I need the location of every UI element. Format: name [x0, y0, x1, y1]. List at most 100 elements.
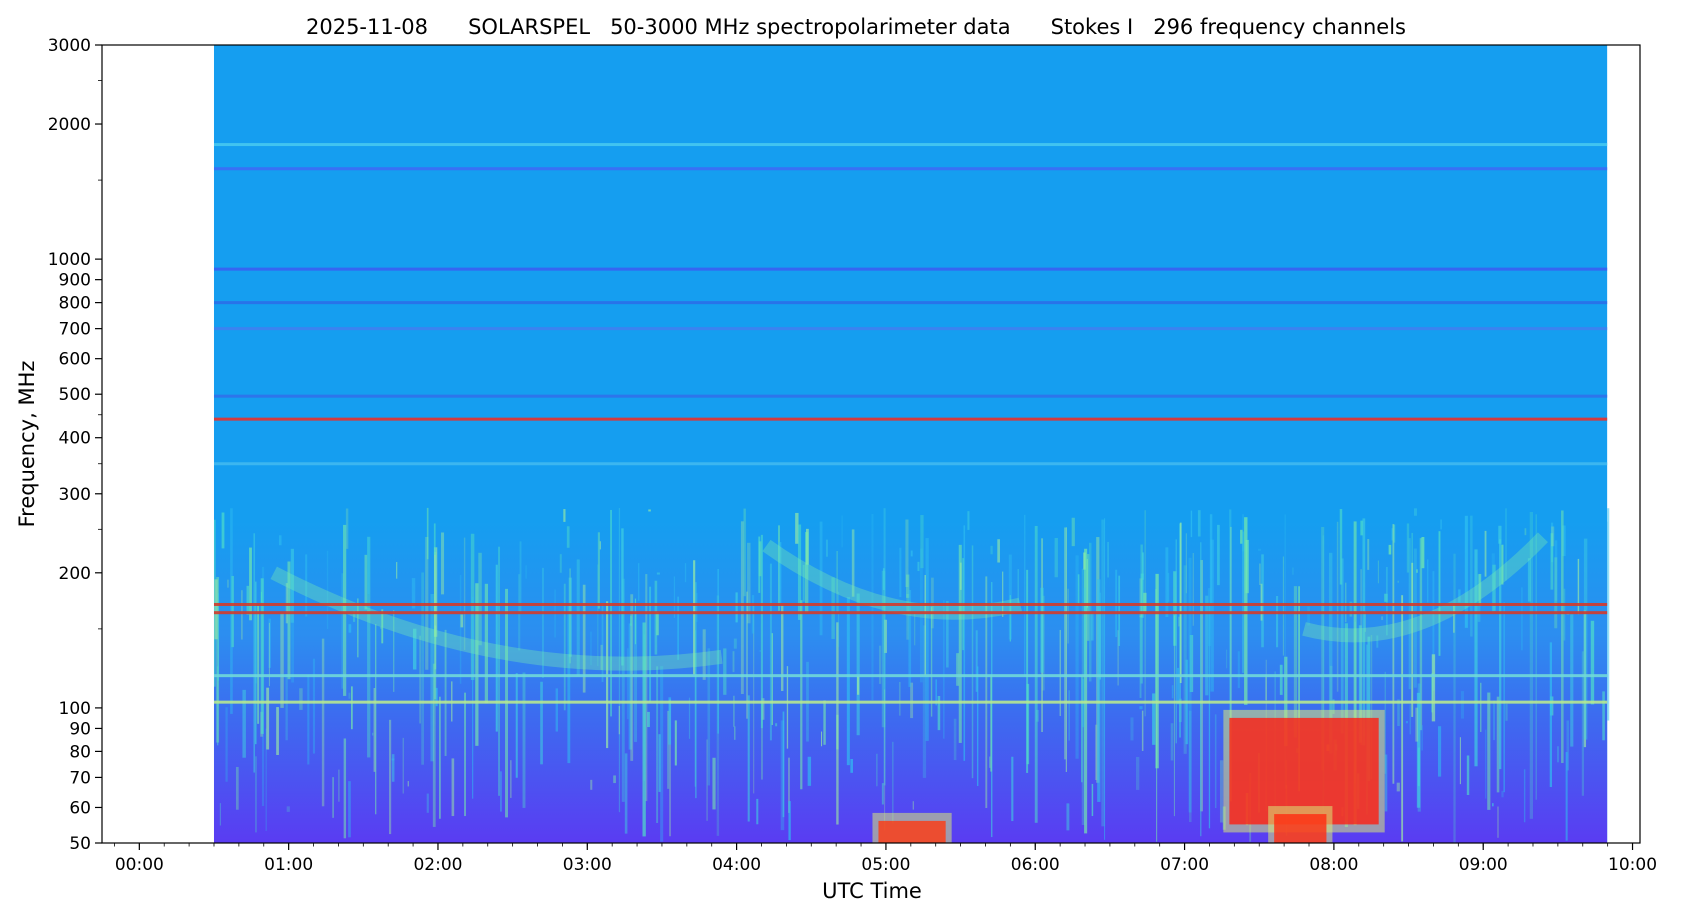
- spectrogram-streak: [878, 645, 882, 684]
- spectrogram-streak: [1329, 665, 1333, 720]
- spectrogram-streak: [775, 723, 778, 727]
- y-tick-label: 2000: [48, 115, 91, 135]
- spectrogram-streak: [1583, 610, 1587, 748]
- spectrogram-streak: [884, 619, 887, 653]
- spectrogram-streak: [426, 507, 429, 560]
- spectrogram-streak: [781, 605, 784, 692]
- spectrogram-streak: [1340, 558, 1344, 734]
- spectrogram-streak: [312, 658, 316, 754]
- spectrogram-streak: [326, 550, 329, 629]
- spectrogram-streak: [260, 578, 264, 734]
- spectrogram-streak: [769, 563, 772, 741]
- spectrogram-streak: [892, 741, 894, 824]
- spectrogram-streak: [1008, 554, 1012, 640]
- spectrogram-streak: [1084, 548, 1088, 834]
- spectrogram-streak: [388, 719, 392, 835]
- spectrogram-streak: [819, 521, 823, 636]
- spectrogram-streak: [265, 728, 267, 831]
- spectrogram-streak: [1505, 703, 1508, 721]
- spectrogram-streak: [478, 552, 482, 646]
- spectrogram-streak: [221, 512, 225, 549]
- spectrogram-streak: [1165, 547, 1169, 617]
- spectrogram-streak: [235, 766, 239, 810]
- spectrogram-streak: [345, 508, 349, 549]
- spectrogram-streak: [341, 573, 344, 689]
- spectrogram-streak: [599, 541, 601, 550]
- spectrogram-streak: [1453, 553, 1456, 843]
- spectrogram-streak: [613, 775, 616, 784]
- spectrogram-streak: [677, 596, 679, 660]
- spectrogram-streak: [956, 653, 960, 686]
- frequency-band: [213, 417, 1608, 421]
- spectrogram-streak: [332, 777, 334, 818]
- spectrogram-streak: [1071, 517, 1075, 547]
- spectrogram-streak: [788, 757, 790, 813]
- spectrogram-streak: [908, 589, 912, 687]
- spectrogram-streak: [1107, 541, 1109, 578]
- spectrogram-streak: [1496, 806, 1499, 838]
- spectrogram-streak: [1217, 524, 1220, 586]
- spectrogram-streak: [712, 757, 716, 810]
- spectrogram-streak: [898, 681, 901, 716]
- spectrogram-streak: [241, 590, 243, 640]
- spectrogram-streak: [1155, 588, 1157, 701]
- spectrogram-streak: [971, 545, 974, 779]
- spectrogram-streak: [876, 753, 878, 787]
- spectrogram-streak: [1178, 698, 1182, 723]
- spectrogram-streak: [761, 701, 763, 780]
- y-tick-label: 600: [59, 350, 91, 370]
- spectrogram-streak: [601, 603, 604, 683]
- spectrogram-streak: [1385, 566, 1388, 636]
- spectrogram-streak: [1505, 508, 1507, 581]
- spectrogram-streak: [1207, 588, 1212, 646]
- spectrogram-streak: [1563, 588, 1566, 641]
- spectrogram-streak: [364, 554, 368, 610]
- spectrogram-streak: [1377, 560, 1380, 584]
- x-tick-label: 09:00: [1459, 855, 1508, 875]
- spectrogram-streak: [1293, 586, 1298, 738]
- spectrogram-streak: [1349, 601, 1353, 617]
- spectrogram-streak: [1261, 554, 1264, 648]
- y-tick-label: 400: [59, 429, 91, 449]
- x-tick-label: 07:00: [1160, 855, 1209, 875]
- spectrogram-streak: [1066, 803, 1070, 831]
- spectrogram-streak: [1549, 642, 1552, 788]
- spectrogram-streak: [1075, 555, 1079, 759]
- spectrogram-streak: [1307, 606, 1310, 626]
- spectrogram-streak: [788, 801, 791, 841]
- spectrogram-streak: [1103, 518, 1106, 840]
- spectrogram-streak: [1002, 571, 1004, 618]
- spectrogram-streak: [656, 572, 660, 575]
- enhancement-arc: [270, 566, 723, 671]
- spectrogram-streak: [634, 598, 637, 645]
- spectrogram-streak: [1485, 729, 1487, 799]
- spectrogram-streak: [751, 595, 755, 634]
- spectrogram-streak: [1464, 515, 1468, 628]
- spectrogram-streak: [280, 613, 284, 708]
- spectrogram-streak: [343, 738, 347, 839]
- spectrogram-streak: [1438, 531, 1441, 656]
- spectrogram-streak: [1492, 803, 1494, 807]
- spectrogram-streak: [348, 692, 351, 699]
- radio-burst: [1274, 814, 1327, 843]
- spectrogram-streak: [747, 542, 751, 624]
- spectrogram-streak: [1130, 717, 1134, 741]
- spectrogram-streak: [621, 528, 624, 666]
- spectrogram-streak: [287, 561, 291, 680]
- spectrogram-streak: [464, 692, 466, 817]
- spectrogram-streak: [268, 618, 272, 668]
- spectrogram-streak: [1419, 538, 1423, 731]
- spectrogram-streak: [1406, 523, 1410, 573]
- spectrogram-streak: [475, 583, 479, 746]
- spectrogram-streak: [1360, 569, 1362, 746]
- spectrogram-streak: [1413, 548, 1417, 688]
- spectrogram-streak: [1040, 587, 1044, 673]
- spectrogram-streak: [1101, 519, 1105, 827]
- spectrogram-streak: [1491, 553, 1495, 614]
- spectrogram-streak: [1209, 514, 1213, 604]
- spectrogram-streak: [1139, 578, 1143, 618]
- spectrogram-streak: [1487, 692, 1491, 810]
- spectrogram-streak: [1259, 563, 1261, 586]
